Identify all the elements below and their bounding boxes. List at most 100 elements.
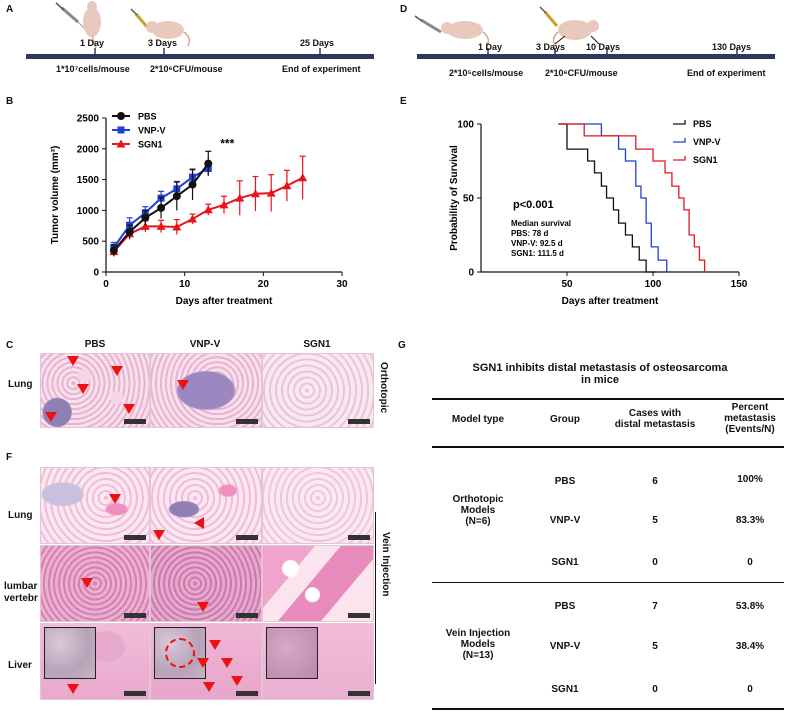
histology-image: [150, 545, 262, 622]
zoom-inset: [44, 627, 96, 679]
scale-bar: [124, 535, 146, 540]
header-line: Cases with: [628, 408, 682, 419]
histology-image: [40, 623, 150, 700]
histology-image: [150, 467, 262, 544]
panel-letter-b: B: [6, 96, 14, 107]
data-point: [250, 189, 260, 198]
table-cases-cell: 5: [652, 515, 658, 526]
y-tick-label: 1500: [77, 175, 100, 186]
panel-letter-e: E: [400, 96, 407, 107]
y-tick-label: 0: [93, 268, 99, 279]
side-label: Orthotopic: [378, 362, 389, 414]
median-survival-annotation: PBS: 78 d: [511, 229, 548, 238]
data-point: [203, 205, 213, 214]
table-cases-cell: 0: [652, 557, 658, 568]
timeline-bar: [26, 54, 374, 59]
mouse-icon: [552, 20, 599, 47]
scale-bar: [124, 419, 146, 424]
side-label: Vein Injection: [380, 532, 391, 597]
data-point: [188, 214, 198, 223]
table-group-cell: PBS: [554, 476, 576, 487]
red-arrow-marker: [45, 412, 57, 422]
data-point: [156, 221, 166, 230]
median-survival-annotation: VNP-V: 92.5 d: [511, 239, 563, 248]
y-tick-label: 0: [468, 268, 474, 279]
data-point: [282, 181, 292, 190]
red-arrow-marker: [67, 356, 79, 366]
timeline-day: 10 Days: [586, 42, 621, 52]
histology-image: [150, 623, 262, 700]
tumor-volume-chart: 0 500 1000 1500 2000 2500 0 10 20 30 Days after tr…: [50, 112, 348, 308]
highlight-circle: [165, 638, 195, 668]
table-model-cell: Vein Injection Models (N=13): [426, 628, 530, 661]
data-point: [141, 213, 150, 222]
panel-letter-d: D: [400, 4, 408, 15]
legend-line: [673, 120, 686, 125]
histology-image: [40, 467, 150, 544]
timeline-day: 1 Day: [80, 38, 105, 48]
data-point: [235, 193, 245, 202]
column-header: PBS: [84, 339, 106, 350]
data-point: [109, 246, 118, 255]
data-point: [204, 159, 213, 168]
data-point: [219, 200, 229, 209]
zoom-inset: [266, 627, 318, 679]
data-point: [188, 180, 197, 189]
x-tick-label: 30: [336, 279, 348, 290]
column-header: SGN1: [303, 339, 331, 350]
red-arrow-marker: [203, 682, 215, 692]
histology-image: [262, 545, 374, 622]
survival-curve: [558, 123, 657, 273]
legend-label: SGN1: [138, 140, 163, 150]
table-model-cell: Orthotopic Models (N=6): [426, 494, 530, 527]
legend-label: PBS: [693, 119, 712, 129]
median-survival-annotation: Median survival: [511, 219, 571, 228]
red-arrow-marker: [81, 578, 93, 588]
scale-bar: [236, 535, 258, 540]
x-tick-label: 20: [258, 279, 270, 290]
table-group-cell: SGN1: [551, 557, 579, 568]
side-divider: [375, 512, 376, 684]
survival-curve: [558, 123, 706, 272]
data-point: [125, 227, 134, 236]
timeline-day: 130 Days: [712, 42, 752, 52]
data-point: [117, 126, 125, 134]
x-tick-label: 150: [731, 279, 748, 290]
panel-letter-f: F: [6, 452, 13, 463]
red-arrow-marker: [77, 384, 89, 394]
y-tick-label: 500: [82, 237, 99, 248]
significance-annotation: ***: [220, 137, 234, 151]
scale-bar: [348, 613, 370, 618]
table-header-cases: Cases with distal metastasis: [600, 408, 710, 430]
panel-a-timeline: [26, 1, 374, 59]
model-line: (N=6): [465, 516, 491, 527]
y-tick-label: 1000: [77, 206, 100, 217]
scale-bar: [236, 691, 258, 696]
legend-line: [673, 156, 686, 161]
red-arrow-marker: [197, 658, 209, 668]
y-tick-label: 2500: [77, 114, 100, 125]
y-tick-label: 100: [457, 120, 474, 131]
row-label: lumbar vertebr: [4, 581, 38, 604]
table-percent-cell: 83.3%: [735, 515, 765, 526]
timeline-note: End of experiment: [687, 68, 766, 78]
syringe-icon: [130, 8, 150, 29]
mouse-icon: [441, 21, 490, 47]
x-tick-label: 50: [561, 279, 573, 290]
table-group-cell: PBS: [554, 601, 576, 612]
red-arrow-marker: [153, 530, 165, 540]
scale-bar: [124, 613, 146, 618]
timeline-note: 2*10⁵cells/mouse: [449, 68, 524, 78]
y-tick-label: 2000: [77, 144, 100, 155]
row-label: Lung: [8, 379, 33, 390]
histology-image: [40, 545, 150, 622]
table-cases-cell: 5: [652, 641, 658, 652]
model-line: Models: [460, 505, 496, 516]
y-axis-label: Tumor volume (mm³): [50, 146, 61, 245]
survival-chart: 0 50 100 50 100 150 Days after treatment Probab…: [449, 119, 748, 307]
x-tick-label: 0: [103, 279, 109, 290]
data-point: [298, 173, 308, 182]
y-tick-label: 50: [463, 194, 475, 205]
model-line: Vein Injection: [445, 628, 511, 639]
data-point: [140, 221, 150, 230]
